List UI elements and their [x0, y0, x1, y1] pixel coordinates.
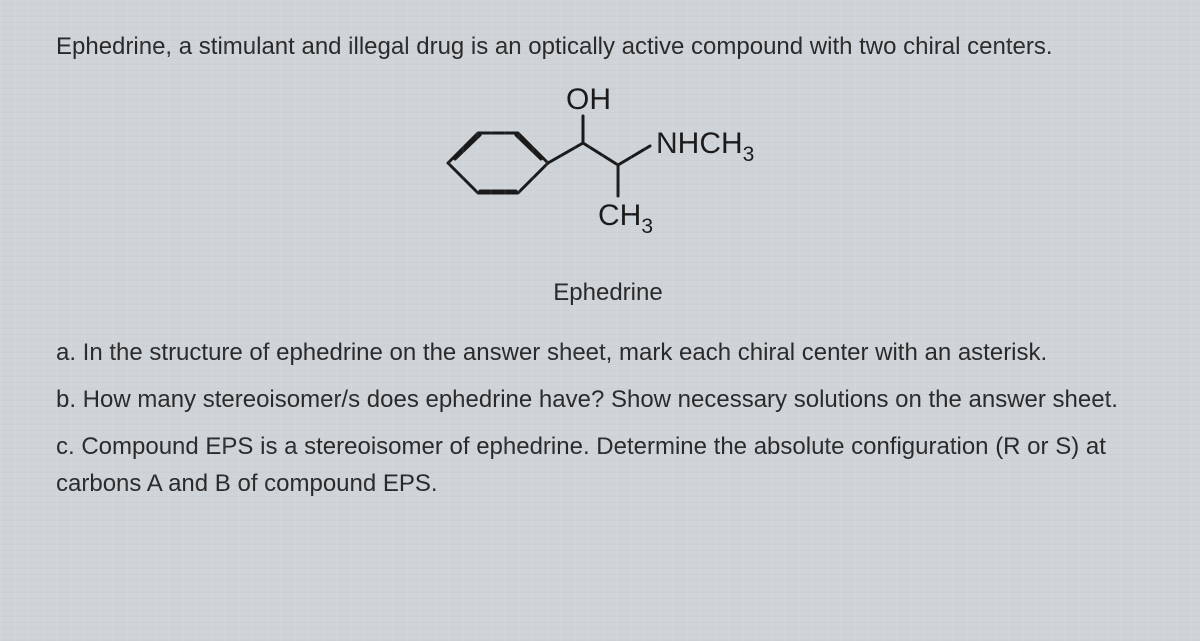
svg-text:CH3: CH3: [598, 199, 653, 238]
structure-caption: Ephedrine: [56, 274, 1160, 311]
question-a: a. In the structure of ephedrine on the …: [56, 334, 1160, 371]
ephedrine-structure: OH NHCH3 CH3: [418, 83, 798, 253]
intro-text: Ephedrine, a stimulant and illegal drug …: [56, 28, 1160, 65]
svg-text:OH: OH: [566, 83, 611, 116]
question-c: c. Compound EPS is a stereoisomer of eph…: [56, 428, 1160, 502]
structure-area: OH NHCH3 CH3: [56, 83, 1160, 264]
question-b: b. How many stereoisomer/s does ephedrin…: [56, 381, 1160, 418]
svg-text:NHCH3: NHCH3: [656, 127, 754, 166]
